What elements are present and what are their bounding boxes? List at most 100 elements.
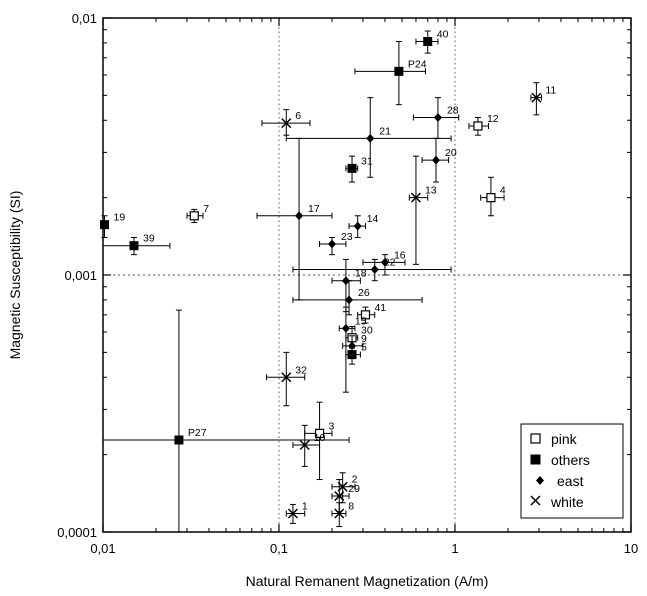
point-label: 1 [302, 501, 308, 513]
point-label: 11 [545, 85, 556, 97]
data-point-8: 8 [331, 501, 354, 528]
data-point-26: 26 [292, 280, 423, 316]
point-label: 4 [500, 185, 506, 197]
data-point-10: 10 [292, 424, 326, 467]
point-label: 18 [355, 268, 367, 280]
legend-east-label: east [557, 473, 584, 489]
data-point-4: 4 [480, 176, 506, 217]
marker-cross [281, 118, 292, 129]
point-label: 26 [358, 287, 370, 299]
point-label: 40 [437, 29, 449, 41]
data-point-14: 14 [348, 213, 379, 238]
x-tick-label: 0,1 [270, 541, 288, 556]
data-point-40: 40 [415, 29, 449, 54]
legend-others-marker [530, 454, 541, 465]
x-axis-title: Natural Remanent Magnetization (A/m) [246, 573, 489, 589]
point-label: 28 [447, 105, 459, 117]
marker-cross [334, 508, 345, 519]
data-point-16: 16 [362, 249, 406, 276]
legend-others-label: others [551, 452, 590, 468]
marker-filled-square [347, 163, 357, 173]
marker-filled-square [423, 37, 433, 47]
data-point-6: 6 [261, 109, 311, 136]
data-point-20: 20 [421, 137, 457, 183]
data-point-13: 13 [408, 155, 437, 265]
marker-diamond [341, 323, 350, 333]
marker-diamond [353, 221, 362, 231]
marker-cross [281, 372, 292, 383]
data-point-41: 41 [357, 302, 386, 324]
data-point-P27: P27 [102, 309, 350, 533]
marker-diamond [327, 239, 336, 249]
point-label: 31 [361, 155, 373, 167]
marker-filled-square [394, 66, 404, 76]
data-point-23: 23 [319, 231, 353, 256]
point-label: 29 [348, 483, 360, 495]
legend-pink-label: pink [551, 431, 578, 447]
x-tick-label: 0,01 [90, 541, 115, 556]
marker-filled-square [129, 241, 139, 251]
point-label: 8 [348, 501, 354, 513]
point-label: 5 [361, 342, 367, 354]
marker-open-square [473, 121, 483, 131]
point-label: 3 [329, 420, 335, 432]
point-label: 2 [352, 474, 358, 486]
data-point-21: 21 [285, 97, 452, 178]
data-point-15: 15 [338, 306, 367, 393]
legend-white-marker [530, 495, 541, 506]
point-label: 22 [384, 257, 396, 269]
legend-east-marker [536, 476, 544, 485]
data-point-12: 12 [468, 113, 499, 136]
marker-cross [334, 491, 345, 502]
data-point-11: 11 [530, 82, 556, 116]
legend: pink others east white [520, 423, 624, 519]
data-point-19: 19 [100, 212, 125, 238]
legend-pink-marker [530, 433, 541, 444]
point-label: 15 [355, 315, 367, 327]
marker-diamond [432, 155, 441, 165]
point-label: 19 [114, 212, 126, 224]
marker-open-square [189, 211, 199, 221]
point-label: P27 [188, 427, 207, 439]
point-label: 12 [487, 113, 499, 125]
marker-cross [531, 92, 542, 103]
marker-filled-square [100, 220, 110, 230]
point-label: 7 [203, 203, 209, 215]
data-point-P24: P24 [354, 41, 427, 106]
point-label: 17 [308, 203, 320, 215]
marker-diamond [370, 265, 379, 275]
point-label: 10 [314, 432, 326, 444]
point-label: 30 [361, 325, 373, 337]
x-tick-label: 1 [451, 541, 458, 556]
legend-entry-east: east [536, 473, 584, 489]
point-label: 9 [361, 333, 367, 345]
marker-diamond [341, 276, 350, 286]
data-point-22: 22 [292, 257, 452, 282]
legend-white-label: white [550, 494, 584, 510]
marker-diamond [345, 295, 354, 305]
data-point-5: 5 [345, 342, 367, 365]
marker-cross [299, 439, 310, 451]
marker-open-square [314, 428, 325, 438]
data-point-1: 1 [285, 501, 308, 524]
data-point-7: 7 [186, 203, 209, 224]
marker-diamond [380, 257, 389, 267]
point-label: P24 [408, 58, 427, 70]
marker-diamond [366, 133, 375, 143]
marker-filled-square [174, 435, 184, 445]
legend-entry-pink: pink [530, 431, 578, 447]
point-label: 14 [367, 213, 379, 225]
marker-cross [410, 192, 421, 203]
point-label: 39 [143, 233, 155, 245]
point-label: 16 [394, 249, 406, 261]
data-point-17: 17 [256, 137, 333, 301]
data-point-3: 3 [304, 401, 335, 481]
x-tick-label: 10 [624, 541, 638, 556]
point-label: 13 [425, 185, 437, 197]
marker-open-square [360, 310, 371, 320]
axis-ticks: 0,01 0,1 1 10 0,0001 0,001 0,01 [57, 11, 638, 556]
y-tick-label: 0,001 [64, 268, 97, 283]
marker-open-square [486, 193, 496, 203]
